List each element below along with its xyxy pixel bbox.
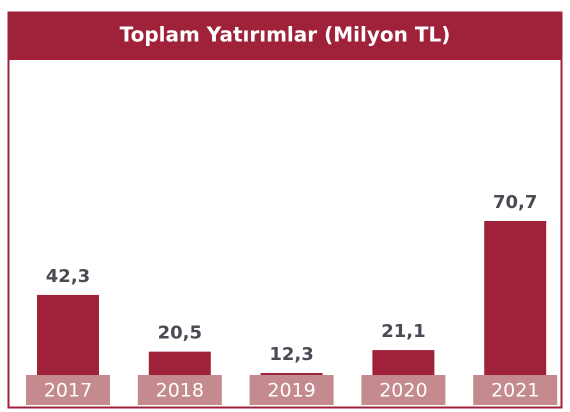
category-box [361, 375, 446, 405]
data-label: 70,7 [493, 192, 537, 213]
chart-title: Toplam Yatırımlar (Milyon TL) [120, 23, 451, 47]
x-tick-label: 2021 [491, 380, 539, 402]
category-box [26, 375, 110, 405]
x-tick-label: 2019 [267, 380, 315, 402]
category-box [473, 375, 558, 405]
data-label: 42,3 [46, 266, 90, 287]
category-box [249, 375, 334, 405]
data-label: 12,3 [269, 344, 313, 365]
data-label: 20,5 [158, 323, 202, 344]
x-tick-label: 2018 [156, 380, 204, 402]
x-tick-label: 2020 [379, 380, 427, 402]
bar [484, 221, 547, 405]
x-tick-label: 2017 [44, 380, 92, 402]
category-box [137, 375, 222, 405]
title-bar [8, 12, 562, 60]
data-label: 21,1 [381, 321, 425, 342]
